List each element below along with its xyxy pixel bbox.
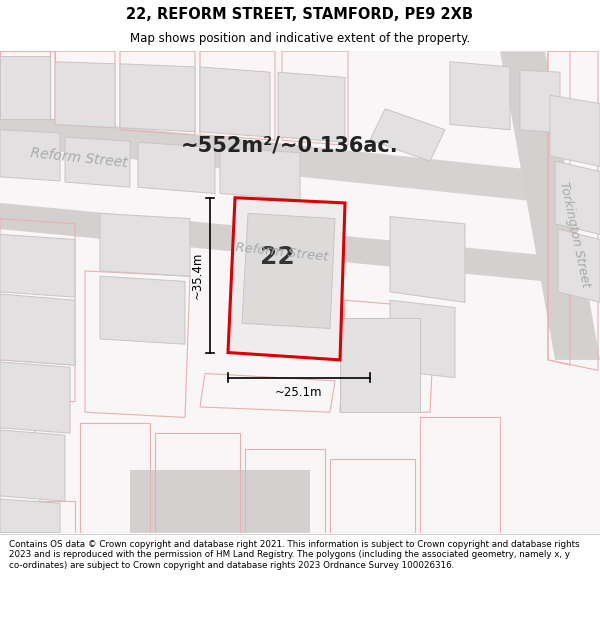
Polygon shape bbox=[390, 216, 465, 302]
Polygon shape bbox=[0, 499, 60, 532]
Polygon shape bbox=[0, 430, 65, 501]
Polygon shape bbox=[130, 470, 310, 532]
Text: Map shows position and indicative extent of the property.: Map shows position and indicative extent… bbox=[130, 32, 470, 45]
Polygon shape bbox=[555, 161, 600, 234]
Polygon shape bbox=[0, 234, 75, 297]
Polygon shape bbox=[550, 95, 600, 166]
Polygon shape bbox=[200, 67, 270, 137]
Text: Contains OS data © Crown copyright and database right 2021. This information is : Contains OS data © Crown copyright and d… bbox=[9, 540, 580, 570]
Polygon shape bbox=[450, 62, 510, 130]
Polygon shape bbox=[370, 109, 445, 161]
Polygon shape bbox=[0, 56, 50, 119]
Text: ~25.1m: ~25.1m bbox=[275, 386, 323, 399]
Polygon shape bbox=[55, 62, 115, 127]
Polygon shape bbox=[120, 64, 195, 132]
Polygon shape bbox=[558, 229, 600, 302]
Polygon shape bbox=[340, 318, 420, 412]
Polygon shape bbox=[220, 148, 300, 200]
Text: ~35.4m: ~35.4m bbox=[191, 251, 204, 299]
Polygon shape bbox=[65, 137, 130, 188]
Polygon shape bbox=[242, 213, 335, 329]
Text: 22, REFORM STREET, STAMFORD, PE9 2XB: 22, REFORM STREET, STAMFORD, PE9 2XB bbox=[127, 7, 473, 22]
Polygon shape bbox=[138, 142, 215, 194]
Polygon shape bbox=[0, 130, 60, 181]
Polygon shape bbox=[100, 276, 185, 344]
Polygon shape bbox=[500, 51, 600, 360]
Polygon shape bbox=[228, 198, 345, 360]
Text: ~552m²/~0.136ac.: ~552m²/~0.136ac. bbox=[181, 136, 399, 156]
Polygon shape bbox=[0, 362, 70, 433]
Text: Reform Street: Reform Street bbox=[30, 146, 128, 170]
Polygon shape bbox=[0, 114, 600, 208]
Polygon shape bbox=[0, 203, 600, 287]
Polygon shape bbox=[520, 70, 560, 133]
Polygon shape bbox=[278, 72, 345, 142]
Polygon shape bbox=[390, 300, 455, 378]
Text: 22: 22 bbox=[260, 246, 295, 269]
Polygon shape bbox=[0, 294, 75, 365]
Text: Torkington Street: Torkington Street bbox=[557, 180, 593, 289]
Polygon shape bbox=[100, 213, 190, 276]
Text: Reform Street: Reform Street bbox=[235, 241, 329, 264]
